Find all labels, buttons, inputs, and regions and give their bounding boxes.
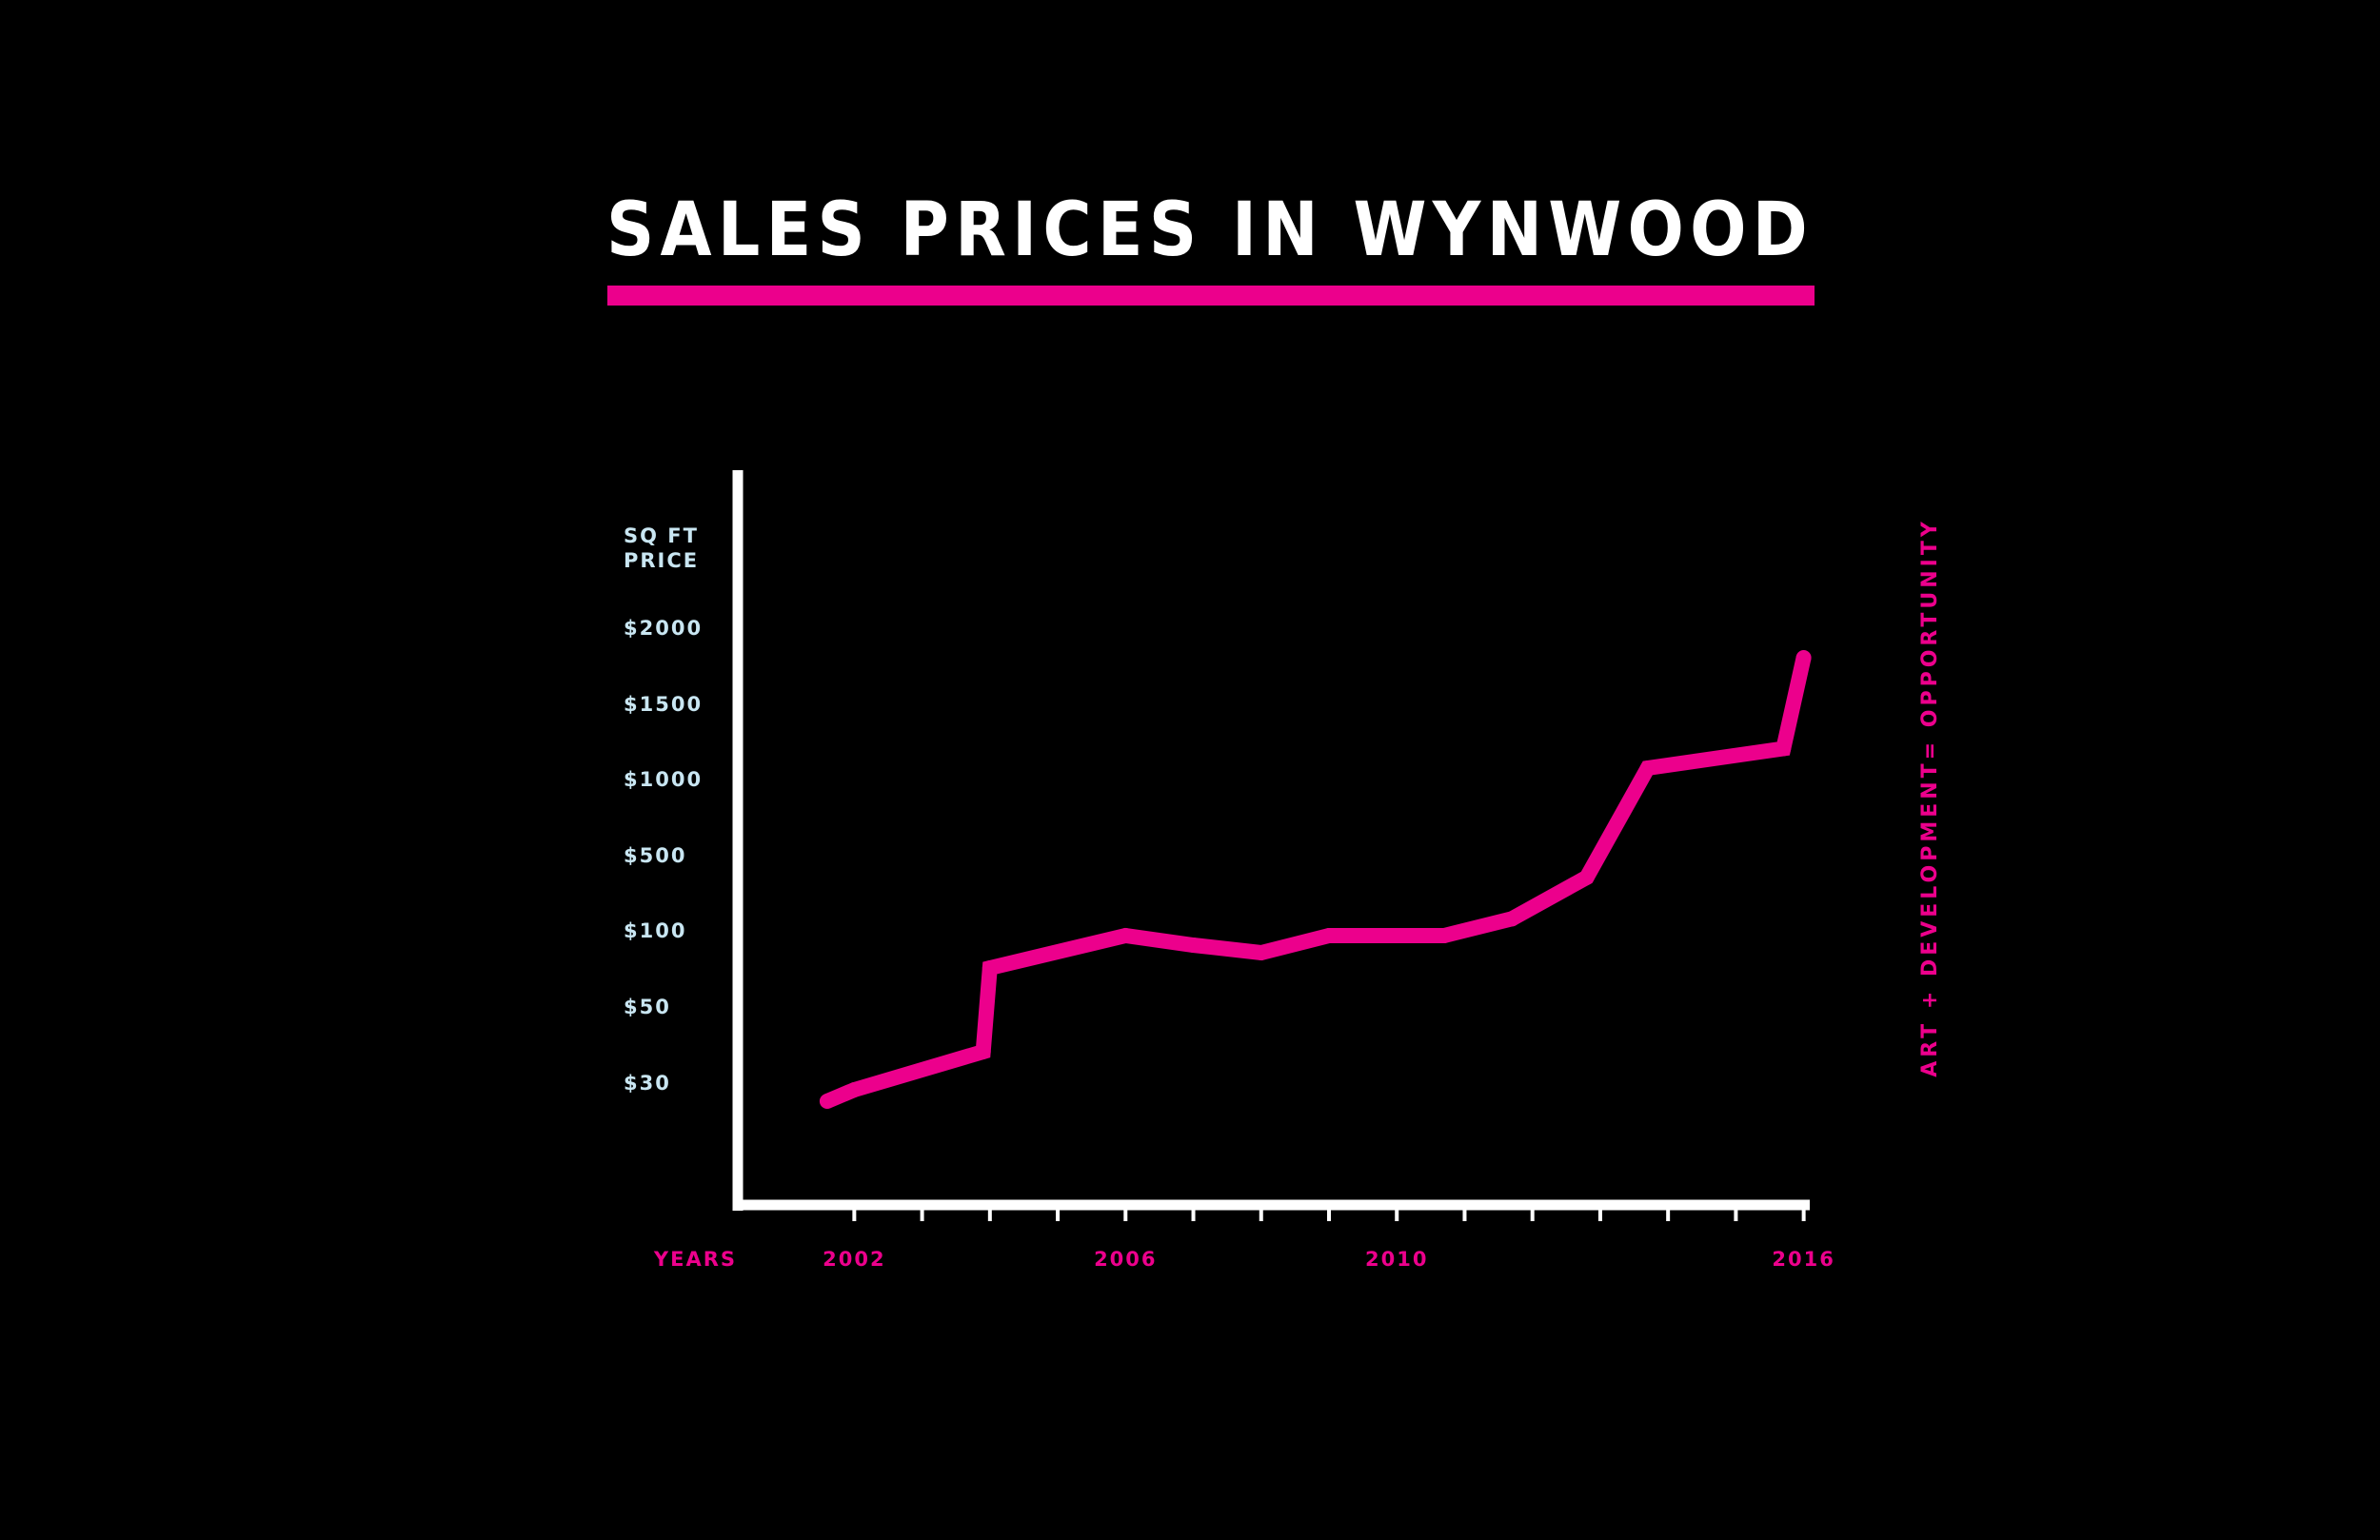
series-line	[823, 656, 1812, 1109]
side-annotation: ART + DEVELOPMENT= OPPORTUNITY	[1918, 518, 1942, 1077]
y-tick-label: $1000	[624, 768, 703, 791]
data-point	[1795, 650, 1812, 665]
data-point	[1118, 928, 1134, 943]
y-tick-label: $2000	[624, 617, 703, 640]
data-point	[1504, 911, 1520, 927]
x-tick-labels: 2002 2006 2010 2016	[823, 1248, 1835, 1271]
data-point	[1437, 928, 1453, 943]
y-tick-labels: $2000 $1500 $1000 $500 $100 $50 $30	[624, 617, 703, 1095]
data-point	[1775, 740, 1792, 757]
y-tick-label: $50	[624, 996, 671, 1018]
data-point	[975, 1044, 991, 1059]
x-axis-ticks	[852, 1205, 1806, 1221]
data-point	[1253, 945, 1269, 960]
data-point	[819, 1094, 835, 1109]
data-point	[1185, 938, 1201, 953]
x-tick-label: 2016	[1772, 1248, 1835, 1271]
y-axis-label-line-1: SQ FT	[624, 524, 699, 547]
y-axis-label-line-2: PRICE	[624, 549, 699, 572]
x-axis-label: YEARS	[653, 1248, 737, 1271]
data-point	[1578, 869, 1595, 885]
chart-title: SALES PRICES IN WYNWOOD	[606, 188, 1814, 273]
y-tick-label: $1500	[624, 693, 703, 716]
y-tick-label: $100	[624, 919, 686, 942]
data-point	[982, 960, 998, 976]
x-tick-label: 2010	[1365, 1248, 1428, 1271]
data-point	[846, 1082, 863, 1097]
y-tick-label: $500	[624, 844, 686, 867]
series-points	[819, 650, 1812, 1109]
x-tick-label: 2006	[1094, 1248, 1157, 1271]
y-tick-label: $30	[624, 1072, 671, 1095]
x-tick-label: 2002	[823, 1248, 885, 1271]
data-point	[1321, 928, 1337, 943]
title-underline	[607, 286, 1815, 306]
data-point	[1639, 760, 1656, 776]
